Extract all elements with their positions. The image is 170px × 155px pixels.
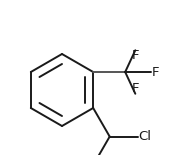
Text: F: F [152, 66, 160, 78]
Text: F: F [132, 49, 139, 62]
Text: Cl: Cl [139, 130, 152, 143]
Text: F: F [132, 82, 139, 95]
